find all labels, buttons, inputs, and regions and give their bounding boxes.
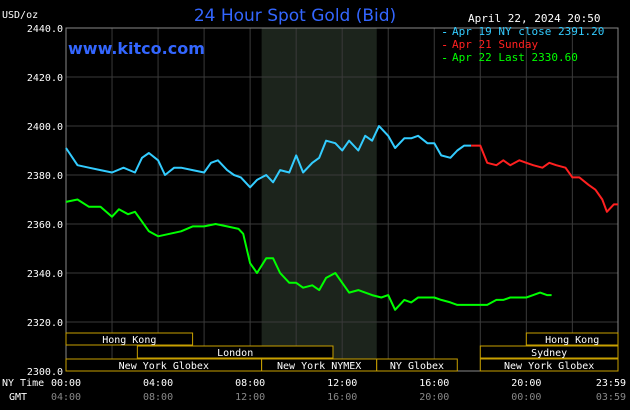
session-box: Sydney (479, 345, 619, 359)
x-axis-ticks: 00:00 04:00 04:00 08:00 08:00 12:00 12:00 16:00… (51, 378, 626, 403)
legend-marker: - (441, 38, 448, 52)
series-line-0 (65, 125, 472, 189)
x-tick-label-ny: 20:00 (511, 378, 541, 389)
x-tick-label-ny: 08:00 (235, 378, 265, 389)
session-box: New York Globex (65, 358, 263, 372)
series-line-1 (471, 144, 618, 213)
session-box-frame (525, 332, 619, 346)
x-tick-label-gmt: 03:59 (596, 392, 626, 403)
session-box: NY Globex (376, 358, 458, 372)
legend-entry: Apr 22 Last 2330.60 (452, 51, 578, 64)
session-label: Sydney (531, 348, 567, 359)
y-tick-label: 2380.0 (27, 171, 63, 182)
legend-marker: - (441, 51, 448, 65)
session-label: London (217, 348, 253, 359)
x-row-label-gmt: GMT (9, 392, 27, 403)
session-box-frame (65, 332, 194, 346)
legend-entry: Apr 21 Sunday (452, 38, 538, 51)
x-tick-label-gmt: 00:00 (511, 392, 541, 403)
session-box-frame (479, 345, 619, 359)
x-tick-label-ny: 12:00 (327, 378, 357, 389)
x-tick-label-gmt: 04:00 (51, 392, 81, 403)
y-tick-label: 2300.0 (27, 367, 63, 378)
session-box-frame (136, 345, 334, 359)
series-line-2 (65, 198, 552, 311)
x-tick-label-gmt: 08:00 (143, 392, 173, 403)
chart-title: 24 Hour Spot Gold (Bid) (194, 6, 396, 26)
x-tick-label-gmt: 12:00 (235, 392, 265, 403)
session-box: Hong Kong (525, 332, 619, 346)
y-tick-label: 2360.0 (27, 220, 63, 231)
timestamp: April 22, 2024 20:50 (468, 12, 600, 25)
x-tick-label-ny: 16:00 (419, 378, 449, 389)
x-tick-label-ny: 23:59 (596, 378, 626, 389)
x-tick-label-ny: 00:00 (51, 378, 81, 389)
x-tick-label-gmt: 20:00 (419, 392, 449, 403)
y-tick-label: 2340.0 (27, 269, 63, 280)
legend-entry: Apr 19 NY close 2391.20 (452, 25, 604, 38)
session-label: Hong Kong (545, 335, 599, 346)
session-box: New York Globex (479, 358, 619, 372)
session-box: Hong Kong (65, 332, 194, 346)
y-tick-label: 2420.0 (27, 73, 63, 84)
y-tick-label: 2440.0 (27, 24, 63, 35)
session-label: New York Globex (119, 361, 209, 372)
watermark: www.kitco.com (68, 39, 205, 58)
trading-sessions: Hong Kong London New York Globex New York N… (65, 332, 619, 372)
plot-area (65, 27, 619, 372)
legend: - Apr 19 NY close 2391.20- Apr 21 Sunday- A… (441, 25, 604, 65)
y-axis-ticks: 2300.0 2320.0 2340.0 2360.0 2380.0 2400.0 2420… (27, 24, 63, 378)
legend-marker: - (441, 25, 448, 39)
session-label: New York NYMEX (277, 361, 361, 372)
x-tick-label-gmt: 16:00 (327, 392, 357, 403)
nymex-shaded-region (261, 28, 377, 371)
session-label: New York Globex (504, 361, 594, 372)
x-row-label-ny: NY Time (2, 378, 44, 389)
y-axis-label: USD/oz (2, 10, 38, 21)
session-box: New York NYMEX (261, 358, 378, 372)
y-tick-label: 2400.0 (27, 122, 63, 133)
y-tick-label: 2320.0 (27, 318, 63, 329)
session-label: Hong Kong (102, 335, 156, 346)
session-label: NY Globex (390, 361, 444, 372)
x-tick-label-ny: 04:00 (143, 378, 173, 389)
session-box-frame (479, 358, 619, 372)
session-box: London (136, 345, 334, 359)
session-box-frame (376, 358, 458, 372)
